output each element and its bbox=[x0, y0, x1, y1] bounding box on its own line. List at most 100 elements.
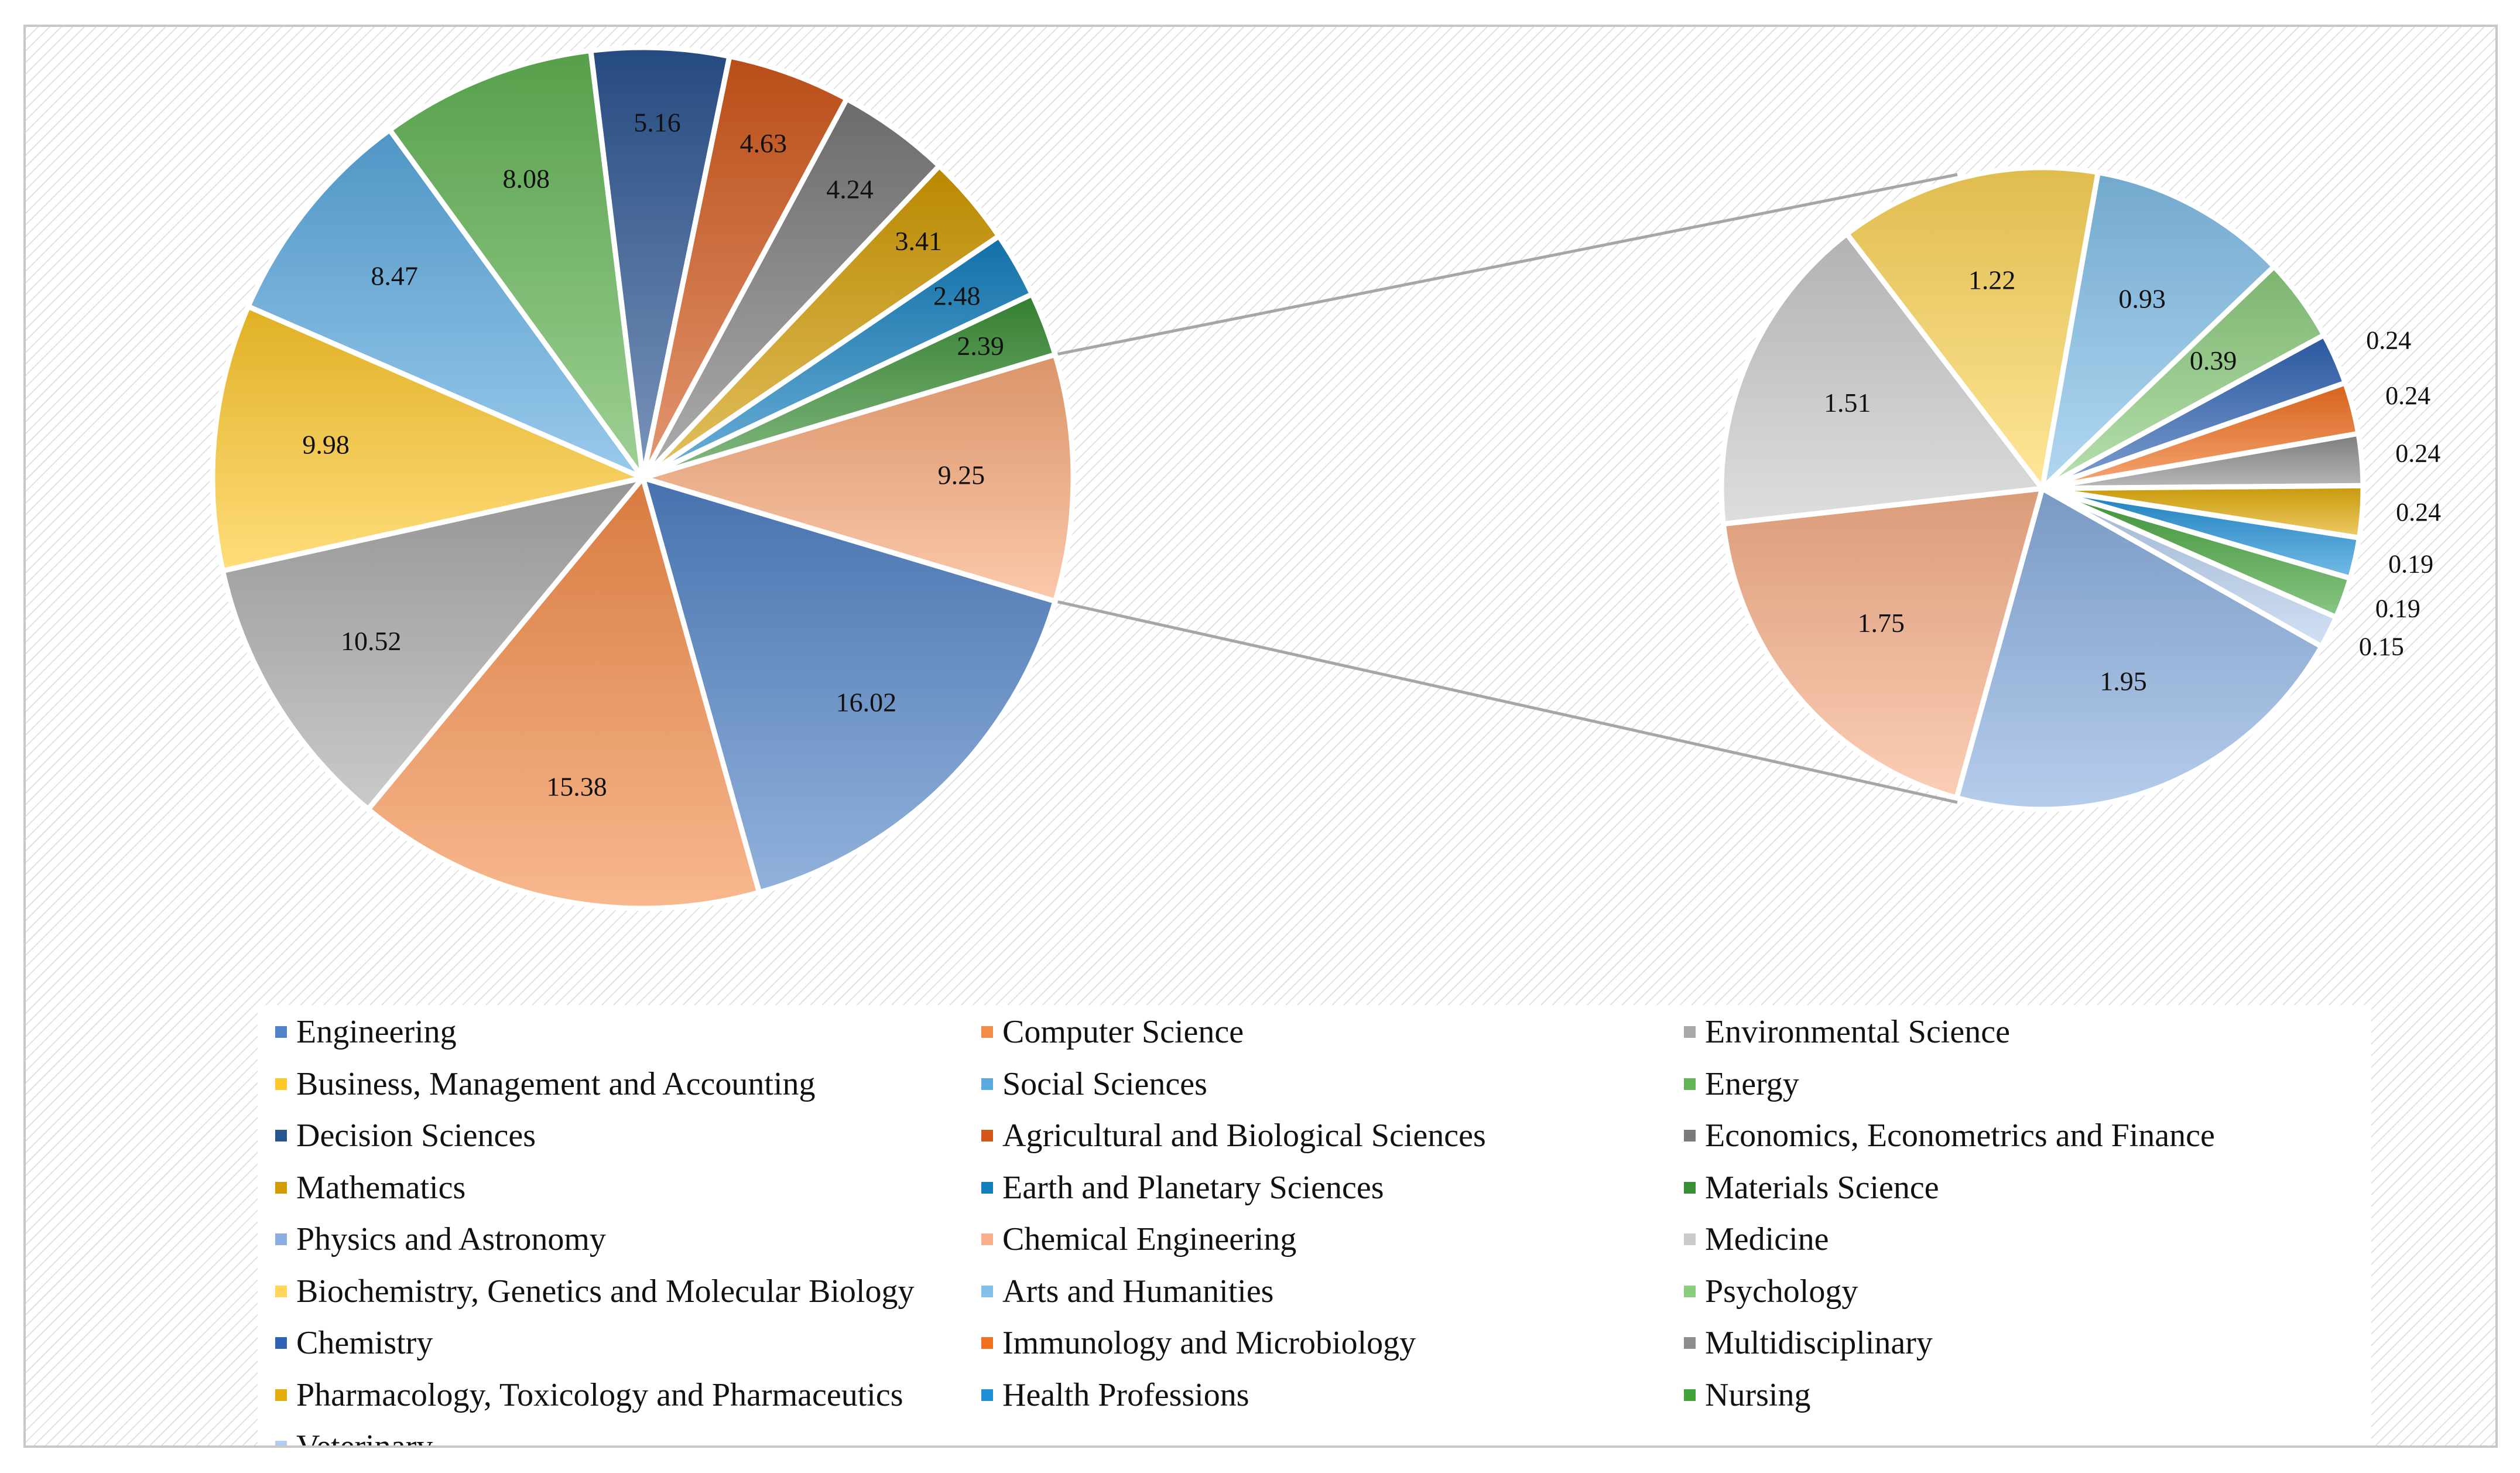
main-label-social-sciences: 8.47 bbox=[371, 261, 418, 291]
legend-swatch bbox=[981, 1389, 993, 1401]
chart-frame: 9.25 16.02 15.38 10.52 9.98 8.47 8.08 5.16 4.63 4… bbox=[23, 25, 2498, 1448]
main-slice-social-sciences bbox=[245, 127, 646, 481]
connector-line-bottom bbox=[1054, 600, 1958, 804]
legend-swatch bbox=[275, 1233, 287, 1245]
legend-swatch bbox=[275, 1389, 287, 1401]
main-label-business-management-and-accounting: 9.98 bbox=[302, 429, 350, 459]
legend-label: Economics, Econometrics and Finance bbox=[1705, 1117, 2215, 1154]
legend-label: Multidisciplinary bbox=[1705, 1325, 1933, 1361]
legend-label: Chemical Engineering bbox=[1002, 1221, 1297, 1257]
legend-item-energy: Energy bbox=[1684, 1061, 1799, 1108]
legend-item-engineering: Engineering bbox=[275, 1009, 457, 1055]
main-slice-agricultural-and-biological-sciences bbox=[640, 53, 850, 481]
main-label-energy: 8.08 bbox=[502, 163, 550, 193]
legend-label: Energy bbox=[1705, 1065, 1799, 1102]
main-slice-materials-science bbox=[640, 291, 1058, 481]
legend-item-nursing: Nursing bbox=[1684, 1372, 1810, 1419]
legend-label: Business, Management and Accounting bbox=[296, 1065, 816, 1102]
secondary-label-chemistry: 0.24 bbox=[2366, 326, 2411, 355]
secondary-pie-data-labels: 1.95 1.75 1.51 1.22 0.93 0.39 0.24 0.24 0.24 0.24… bbox=[1824, 265, 2441, 696]
secondary-label-chemical-engineering: 1.75 bbox=[1857, 608, 1905, 638]
legend-item-agricultural-and-biological-sciences: Agricultural and Biological Sciences bbox=[981, 1112, 1486, 1159]
secondary-slice-chemical-engineering bbox=[1720, 486, 2045, 801]
legend-item-health-professions: Health Professions bbox=[981, 1372, 1249, 1419]
secondary-label-psychology: 0.39 bbox=[2190, 346, 2237, 375]
secondary-slice-arts-and-humanities bbox=[2039, 169, 2277, 491]
legend-item-physics-and-astronomy: Physics and Astronomy bbox=[275, 1216, 606, 1263]
legend: Engineering Computer Science Environmental… bbox=[258, 1005, 2371, 1448]
legend-item-environmental-science: Environmental Science bbox=[1684, 1009, 2010, 1055]
legend-label: Medicine bbox=[1705, 1221, 1829, 1257]
main-label-economics-econometrics-and-finance: 4.24 bbox=[826, 174, 874, 204]
legend-item-veterinary: Veterinary bbox=[275, 1423, 433, 1448]
legend-item-social-sciences: Social Sciences bbox=[981, 1061, 1207, 1108]
legend-swatch bbox=[1684, 1130, 1696, 1142]
main-slice-environmental-science bbox=[220, 475, 646, 812]
legend-label: Environmental Science bbox=[1705, 1014, 2010, 1050]
legend-label: Earth and Planetary Sciences bbox=[1002, 1169, 1384, 1206]
main-slice-decision-sciences bbox=[588, 45, 732, 481]
legend-label: Mathematics bbox=[296, 1169, 466, 1206]
legend-item-mathematics: Mathematics bbox=[275, 1164, 465, 1211]
legend-swatch bbox=[275, 1181, 287, 1194]
main-slice-business-management-and-accounting bbox=[210, 303, 646, 574]
legend-item-pharmacology-toxicology-and-pharmaceutics: Pharmacology, Toxicology and Pharmaceuti… bbox=[275, 1372, 903, 1419]
secondary-slice-veterinary bbox=[2039, 486, 2339, 650]
legend-swatch bbox=[275, 1441, 287, 1445]
secondary-slice-physics-and-astronomy bbox=[1954, 486, 2324, 812]
legend-swatch bbox=[275, 1078, 287, 1090]
legend-swatch bbox=[275, 1026, 287, 1038]
legend-swatch bbox=[1684, 1285, 1696, 1297]
secondary-label-pharmacology-toxicology-and-pharmaceutics: 0.24 bbox=[2396, 498, 2441, 527]
legend-swatch bbox=[275, 1285, 287, 1297]
legend-label: Pharmacology, Toxicology and Pharmaceuti… bbox=[296, 1376, 903, 1413]
main-label-computer-science: 15.38 bbox=[546, 772, 607, 802]
secondary-label-medicine: 1.51 bbox=[1824, 388, 1871, 418]
legend-swatch bbox=[1684, 1389, 1696, 1401]
legend-swatch bbox=[981, 1233, 993, 1245]
legend-label: Biochemistry, Genetics and Molecular Bio… bbox=[296, 1273, 915, 1310]
main-label-engineering: 16.02 bbox=[836, 687, 897, 717]
main-label-materials-science: 2.39 bbox=[957, 331, 1004, 361]
legend-swatch bbox=[981, 1337, 993, 1349]
main-label-chemical-engineering: 9.25 bbox=[938, 460, 985, 490]
legend-label: Arts and Humanities bbox=[1002, 1273, 1274, 1310]
secondary-label-immunology-and-microbiology: 0.24 bbox=[2385, 381, 2430, 410]
legend-label: Chemistry bbox=[296, 1325, 433, 1361]
main-slice-computer-science bbox=[365, 475, 762, 911]
legend-label: Materials Science bbox=[1705, 1169, 1939, 1206]
legend-label: Engineering bbox=[296, 1014, 457, 1050]
main-label-agricultural-and-biological-sciences: 4.63 bbox=[739, 128, 787, 158]
legend-swatch bbox=[981, 1285, 993, 1297]
legend-label: Veterinary bbox=[296, 1428, 433, 1448]
secondary-label-health-professions: 0.19 bbox=[2388, 549, 2433, 578]
legend-item-multidisciplinary: Multidisciplinary bbox=[1684, 1320, 1933, 1366]
legend-swatch bbox=[1684, 1233, 1696, 1245]
legend-swatch bbox=[981, 1130, 993, 1142]
secondary-slice-biochemistry-genetics-and-molecular-biology bbox=[1844, 165, 2101, 491]
main-slice-engineering bbox=[640, 475, 1058, 896]
legend-label: Nursing bbox=[1705, 1376, 1811, 1413]
legend-item-immunology-and-microbiology: Immunology and Microbiology bbox=[981, 1320, 1416, 1366]
legend-item-earth-and-planetary-sciences: Earth and Planetary Sciences bbox=[981, 1164, 1384, 1211]
legend-label: Immunology and Microbiology bbox=[1002, 1325, 1416, 1361]
connector-lines bbox=[1054, 173, 1958, 804]
legend-swatch bbox=[275, 1337, 287, 1349]
legend-item-biochemistry-genetics-and-molecular-biology: Biochemistry, Genetics and Molecular Bio… bbox=[275, 1268, 914, 1315]
legend-item-arts-and-humanities: Arts and Humanities bbox=[981, 1268, 1273, 1315]
legend-swatch bbox=[1684, 1181, 1696, 1194]
secondary-label-biochemistry-genetics-and-molecular-biology: 1.22 bbox=[1968, 265, 2016, 295]
secondary-label-arts-and-humanities: 0.93 bbox=[2118, 284, 2166, 314]
main-label-earth-and-planetary-sciences: 2.48 bbox=[933, 281, 981, 311]
legend-label: Agricultural and Biological Sciences bbox=[1002, 1117, 1486, 1154]
main-slice-energy bbox=[387, 47, 646, 481]
secondary-label-physics-and-astronomy: 1.95 bbox=[2100, 667, 2147, 696]
main-pie bbox=[210, 45, 1076, 911]
legend-swatch bbox=[981, 1026, 993, 1038]
legend-label: Psychology bbox=[1705, 1273, 1858, 1310]
legend-label: Health Professions bbox=[1002, 1376, 1249, 1413]
main-label-decision-sciences: 5.16 bbox=[634, 107, 681, 137]
legend-label: Decision Sciences bbox=[296, 1117, 536, 1154]
secondary-label-veterinary: 0.15 bbox=[2359, 633, 2404, 661]
legend-item-medicine: Medicine bbox=[1684, 1216, 1829, 1263]
